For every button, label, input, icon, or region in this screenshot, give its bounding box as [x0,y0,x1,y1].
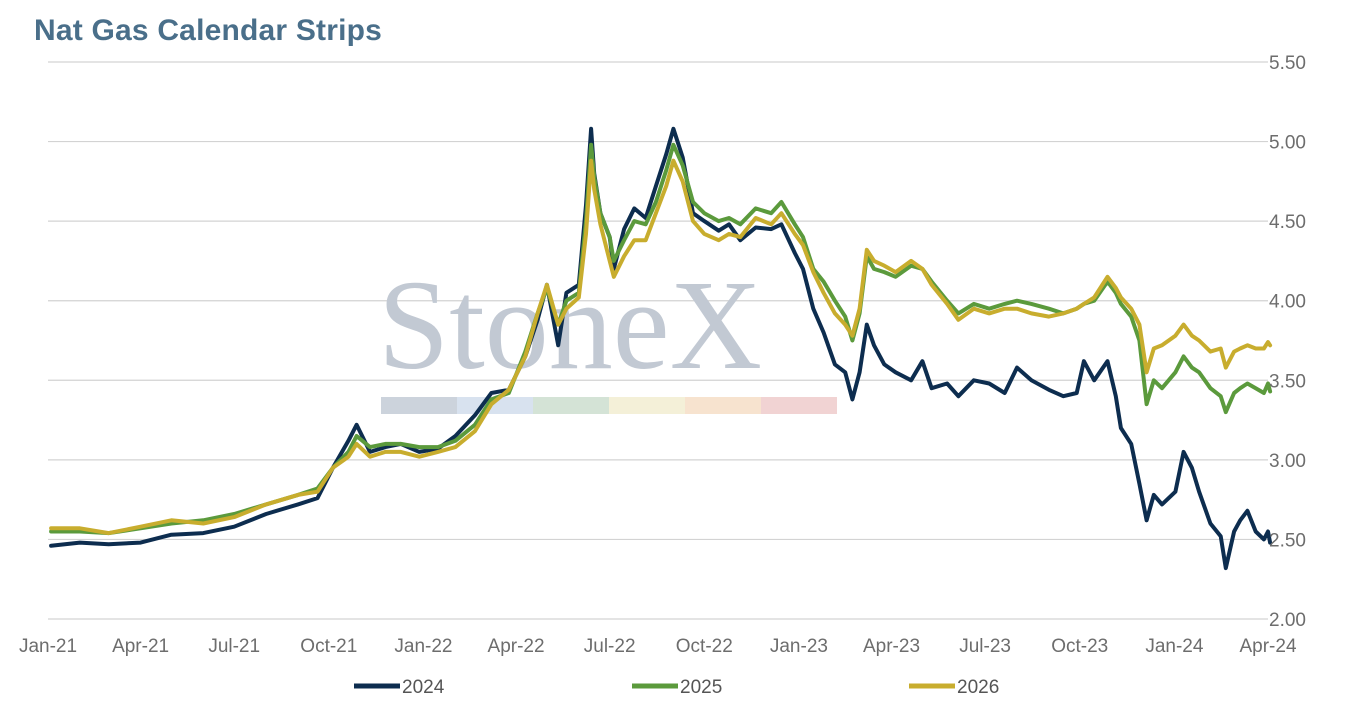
x-tick-label: Jul-21 [208,636,260,657]
x-tick-label: Jul-22 [584,636,636,657]
x-tick-label: Jan-24 [1145,636,1204,657]
watermark-bar [457,397,533,414]
watermark-bar [609,397,685,414]
x-tick-label: Jan-23 [770,636,828,657]
x-tick-label: Oct-23 [1051,636,1108,657]
series-lines [49,126,1273,571]
x-tick-label: Oct-22 [676,636,733,657]
watermark-bar [761,397,837,414]
x-axis-ticks: Jan-21 Apr-21 Jul-21 Oct-21 Jan-22 Apr-22 Jul-… [19,636,1297,657]
y-tick-label: 5.00 [1269,133,1306,154]
x-tick-label: Jul-23 [959,636,1011,657]
y-tick-label: 4.50 [1269,212,1306,233]
y-tick-label: 3.00 [1269,451,1306,472]
legend-label-2026: 2026 [957,677,999,698]
x-tick-label: Apr-23 [863,636,920,657]
legend-label-2025: 2025 [680,677,722,698]
watermark-bar [381,397,457,414]
x-tick-label: Apr-21 [112,636,169,657]
x-tick-label: Apr-24 [1239,636,1296,657]
watermark-text: StoneX [378,254,762,396]
y-tick-label: 4.00 [1269,292,1306,313]
y-tick-label: 3.50 [1269,371,1306,392]
x-tick-label: Oct-21 [300,636,357,657]
chart-title: Nat Gas Calendar Strips [34,14,383,47]
stonex-watermark: StoneX [378,254,837,414]
watermark-bar [685,397,761,414]
y-tick-label: 5.50 [1269,53,1306,74]
y-tick-label: 2.50 [1269,530,1306,551]
watermark-color-bars [381,397,837,414]
watermark-bar [533,397,609,414]
legend: 2024 2025 2026 [354,677,999,698]
x-tick-label: Jan-21 [19,636,77,657]
gridlines [48,61,1268,620]
series-line-2024 [49,126,1273,571]
x-tick-label: Jan-22 [394,636,452,657]
series-line-2025 [49,142,1273,536]
series-line-2026 [49,158,1273,536]
y-tick-label: 2.00 [1269,610,1306,631]
y-axis-ticks: 5.50 5.00 4.50 4.00 3.50 3.00 2.50 2.00 [1269,53,1306,631]
legend-label-2024: 2024 [402,677,445,698]
x-tick-label: Apr-22 [488,636,545,657]
